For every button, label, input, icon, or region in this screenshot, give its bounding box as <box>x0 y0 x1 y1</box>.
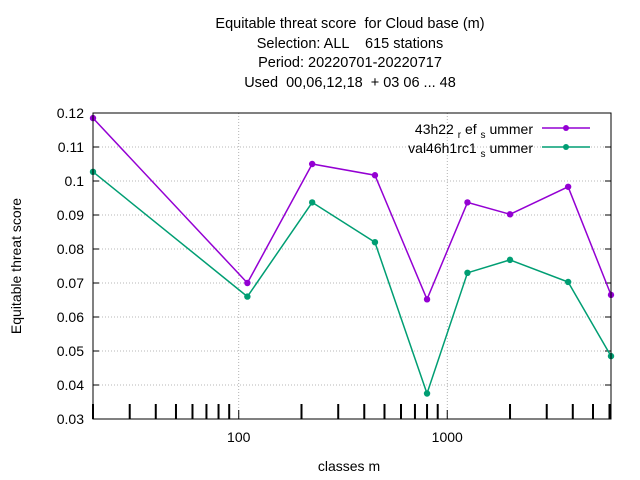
y-tick-label: 0.03 <box>57 411 84 427</box>
data-point <box>244 293 251 300</box>
data-point <box>244 279 251 287</box>
y-tick-label: 0.07 <box>57 275 84 291</box>
data-point <box>371 172 379 179</box>
y-tick-label: 0.12 <box>57 105 84 121</box>
data-point <box>423 296 431 303</box>
y-tick-label: 0.05 <box>57 343 84 359</box>
y-tick-label: 0.1 <box>65 173 85 189</box>
x-minor-ticks <box>92 404 611 419</box>
data-point <box>423 390 431 397</box>
x-axis-label: classes m <box>318 458 380 474</box>
x-tick-label: 100 <box>227 429 251 445</box>
title-line-1: Equitable threat score for Cloud base (m… <box>215 16 485 32</box>
y-tick-label: 0.11 <box>58 139 84 155</box>
data-point <box>506 256 514 264</box>
y-tick-label: 0.09 <box>57 207 84 223</box>
legend: 43h22 r ef s ummer val46h1rc1 s ummer <box>408 121 590 160</box>
legend-marker-2 <box>563 144 569 150</box>
y-tick-label: 0.08 <box>57 241 84 257</box>
data-point <box>308 160 316 168</box>
data-point <box>564 183 572 190</box>
series-line-1 <box>92 117 612 302</box>
data-point <box>464 269 471 276</box>
legend-marker-1 <box>563 125 569 131</box>
data-point <box>308 199 316 206</box>
data-point <box>371 239 379 246</box>
data-point <box>464 199 471 206</box>
data-point <box>564 278 572 286</box>
grid-lines <box>93 113 611 419</box>
x-tick-label: 1000 <box>432 429 463 445</box>
x-axis: 100 1000 <box>227 410 463 445</box>
title-line-3: Period: 20220701-20220717 <box>258 55 442 71</box>
title-line-2: Selection: ALL 615 stations <box>256 35 444 52</box>
y-tick-label: 0.04 <box>57 377 84 393</box>
y-tick-label: 0.06 <box>57 309 84 325</box>
chart-title: Equitable threat score for Cloud base (m… <box>0 15 640 93</box>
data-point <box>506 211 514 218</box>
y-axis: 0.03 0.04 0.05 0.06 0.07 0.08 0.09 0.1 0.11 0.12 <box>57 105 611 427</box>
series-lines <box>89 114 615 397</box>
plot-border <box>92 112 612 420</box>
title-line-4: Used 00,06,12,18 + 03 06 ... 48 <box>244 74 456 91</box>
legend-label-2: val46h1rc1 s ummer <box>408 140 533 160</box>
y-axis-label: Equitable threat score <box>8 198 24 334</box>
legend-label-1: 43h22 r ef s ummer <box>415 121 533 141</box>
